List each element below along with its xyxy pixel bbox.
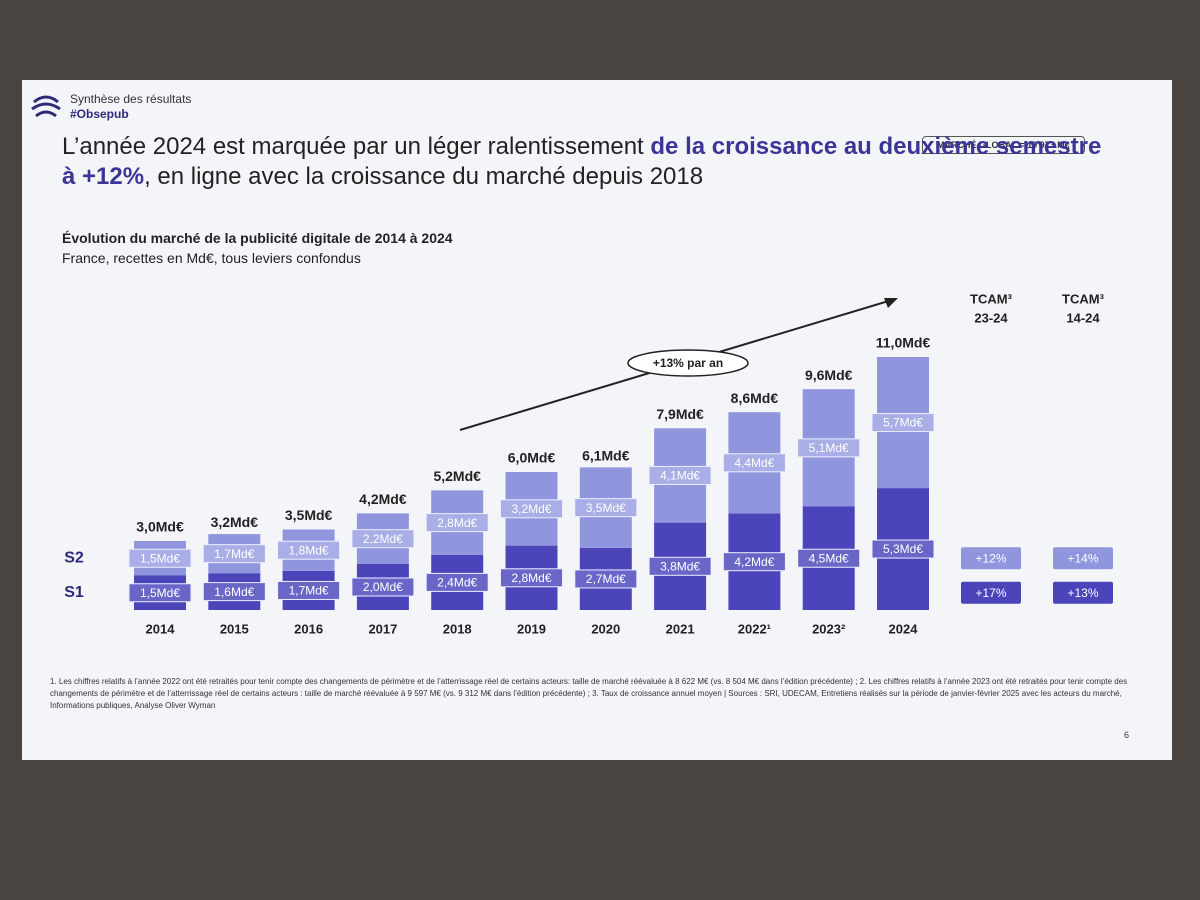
cagr-value: +13%	[1067, 586, 1098, 600]
page-number: 6	[1124, 730, 1130, 740]
cagr-box	[961, 581, 1021, 604]
series-label: S1	[64, 584, 84, 601]
value-label: 5,7Md€	[883, 416, 923, 430]
value-label-box	[574, 569, 638, 589]
section: Synthèse des résultats	[70, 92, 192, 106]
headline-highlight: de la croissance au deuxième semestre à …	[62, 133, 1102, 190]
value-label: 5,3Md€	[883, 542, 923, 556]
value-label: 1,6Md€	[214, 585, 254, 599]
value-label-box	[277, 580, 341, 600]
cagr-value: +12%	[975, 551, 1006, 565]
x-tick-label: 2023²	[812, 621, 846, 636]
total-label: 3,0Md€	[136, 519, 184, 535]
tag: #Obsepub	[70, 107, 129, 121]
value-label: 1,8Md€	[289, 543, 329, 557]
value-label-box	[722, 453, 786, 473]
value-label-box	[128, 548, 192, 568]
cagr-box	[1053, 547, 1113, 570]
cagr-box	[961, 547, 1021, 570]
logo	[31, 95, 61, 118]
total-label: 7,9Md€	[656, 406, 704, 422]
x-tick-label: 2024	[889, 621, 919, 636]
value-label-box	[500, 568, 563, 588]
value-label-box	[351, 577, 415, 597]
x-tick-label: 2014	[146, 621, 176, 636]
cagr-value: +17%	[975, 586, 1006, 600]
value-label: 4,4Md€	[734, 456, 774, 470]
value-label: 1,5Md€	[140, 586, 180, 600]
cagr-period: 14-24	[1066, 310, 1100, 325]
value-label-box	[277, 540, 341, 560]
value-label: 3,8Md€	[660, 559, 700, 573]
value-label-box	[351, 529, 415, 549]
value-label-box	[722, 552, 786, 572]
x-tick-label: 2021	[666, 621, 695, 636]
value-label: 3,5Md€	[586, 501, 626, 515]
headline-text: L’année 2024 est marquée par un léger ra…	[62, 133, 651, 160]
value-label: 2,4Md€	[437, 576, 477, 590]
value-label: 1,7Md€	[214, 547, 254, 561]
x-tick-label: 2022¹	[738, 621, 771, 636]
chart-title: Évolution du marché de la publicité digi…	[62, 230, 453, 246]
chart-subtitle: France, recettes en Md€, tous leviers co…	[62, 250, 361, 266]
value-label-box	[425, 513, 489, 533]
arrow-head	[884, 298, 898, 308]
value-label: 4,5Md€	[809, 551, 849, 565]
value-label: 2,8Md€	[437, 516, 477, 530]
value-label: 2,7Md€	[586, 572, 626, 586]
cagr-box	[1053, 581, 1113, 604]
total-label: 3,5Md€	[285, 507, 333, 523]
value-label-box	[202, 582, 266, 602]
x-tick-label: 2017	[368, 621, 397, 636]
series-label: S2	[64, 549, 84, 566]
badge: MARCHÉ GLOBAL = 10 973 M€	[922, 136, 1085, 154]
headline: L’année 2024 est marquée par un léger ra…	[62, 132, 1102, 192]
value-label-box	[797, 548, 861, 568]
total-label: 8,6Md€	[731, 390, 779, 406]
x-tick-label: 2015	[220, 621, 249, 636]
x-tick-label: 2019	[517, 621, 546, 636]
headline-text: , en ligne avec la croissance du marché …	[144, 163, 704, 190]
value-label: 4,1Md€	[660, 469, 700, 483]
value-label-box	[574, 498, 638, 518]
total-label: 11,0Md€	[876, 335, 931, 351]
value-label-box	[648, 556, 712, 576]
value-label-box	[128, 583, 192, 603]
x-tick-label: 2018	[443, 621, 472, 636]
value-label: 2,0Md€	[363, 580, 403, 594]
x-tick-label: 2016	[294, 621, 323, 636]
footnote: 1. Les chiffres relatifs à l’année 2022 …	[50, 677, 1128, 710]
value-label-box	[425, 572, 489, 592]
annotation: +13% par an	[653, 356, 723, 370]
value-label: 4,2Md€	[734, 555, 774, 569]
total-label: 9,6Md€	[805, 367, 853, 383]
total-label: 5,2Md€	[433, 468, 481, 484]
value-label: 1,5Md€	[140, 551, 180, 565]
x-tick-label: 2020	[591, 621, 620, 636]
cagr-header: TCAM³	[1062, 291, 1105, 306]
cagr-period: 23-24	[974, 310, 1008, 325]
value-label-box	[871, 539, 935, 559]
value-label-box	[797, 438, 861, 458]
value-label-box	[871, 413, 935, 433]
value-label: 2,8Md€	[511, 571, 551, 585]
value-label-box	[500, 499, 563, 519]
annotation-oval	[627, 349, 749, 377]
total-label: 3,2Md€	[211, 514, 259, 530]
value-label-box	[202, 544, 266, 564]
total-label: 6,1Md€	[582, 447, 630, 463]
slide: +13% par an 1,5Md€ 1,5Md€ 3,0Md€ 2014 1,6Md€…	[22, 80, 1172, 760]
cagr-value: +14%	[1067, 551, 1098, 565]
total-label: 6,0Md€	[508, 450, 556, 466]
value-label: 3,2Md€	[511, 502, 551, 516]
value-label: 1,7Md€	[289, 584, 329, 598]
chart: +13% par an 1,5Md€ 1,5Md€ 3,0Md€ 2014 1,6Md€…	[31, 95, 1113, 636]
value-label-box	[648, 465, 712, 485]
value-label: 2,2Md€	[363, 532, 403, 546]
cagr-header: TCAM³	[970, 291, 1013, 306]
value-label: 5,1Md€	[809, 441, 849, 455]
total-label: 4,2Md€	[359, 491, 407, 507]
